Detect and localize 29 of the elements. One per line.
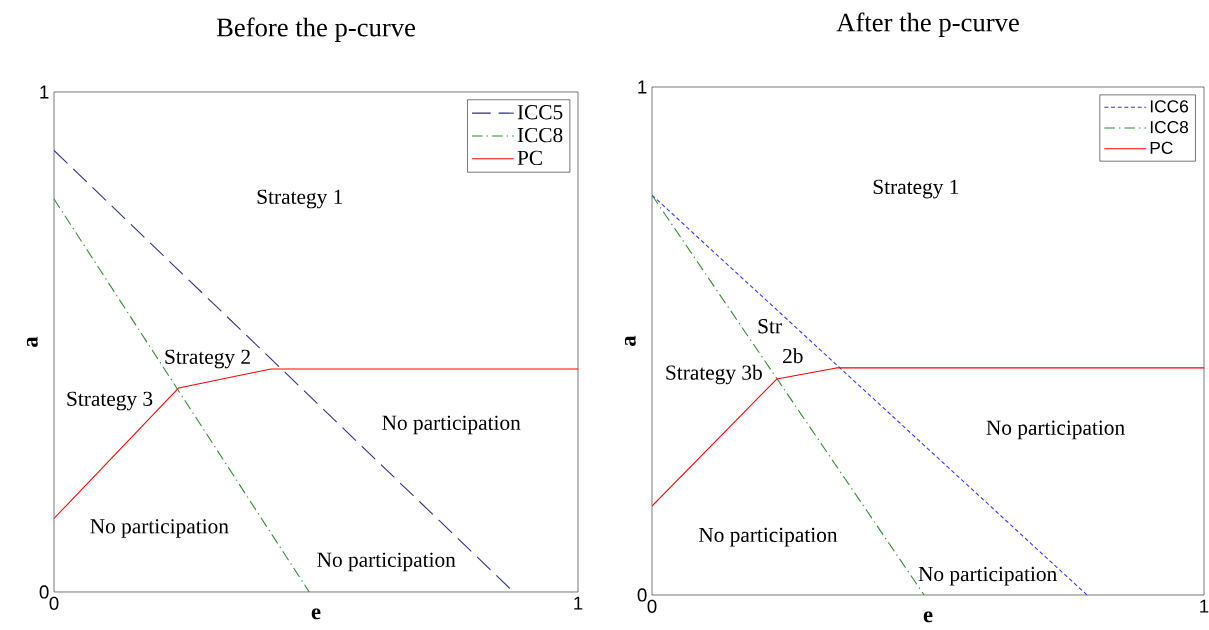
legend-label: ICC5 [517, 105, 563, 120]
x-axis-title: e [923, 611, 933, 623]
y-axis-title: a [26, 336, 38, 347]
x-tick-label: 0 [647, 599, 657, 613]
chart-title: After the p-curve [836, 12, 1019, 37]
annotation: No participation [698, 527, 838, 547]
annotation: Strategy 3 [67, 391, 153, 411]
annotation: No participation [382, 415, 521, 435]
legend-label: PC [517, 150, 542, 166]
annotation: No participation [90, 519, 229, 538]
y-axis-title: a [624, 335, 636, 346]
annotation: Strategy 3b [666, 364, 762, 385]
x-tick-label: 1 [1200, 599, 1209, 613]
x-tick-label: 1 [574, 596, 583, 610]
annotation: No participation [986, 420, 1125, 440]
legend-label: PC [1150, 141, 1173, 155]
legend-label: ICC8 [517, 127, 563, 143]
annotation: Str [758, 319, 782, 334]
annotation: No participation [918, 566, 1057, 586]
annotation: 2b [783, 348, 803, 364]
annotation: Strategy 2 [165, 349, 250, 369]
legend-label: ICC8 [1150, 120, 1189, 134]
x-tick-label: 0 [49, 596, 59, 610]
annotation: Strategy 1 [257, 189, 343, 209]
chart-title: Before the p-curve [216, 17, 416, 42]
x-axis-title: e [311, 608, 321, 620]
annotation: No participation [317, 552, 456, 572]
annotation: Strategy 1 [873, 179, 959, 199]
legend-label: ICC6 [1150, 100, 1189, 113]
